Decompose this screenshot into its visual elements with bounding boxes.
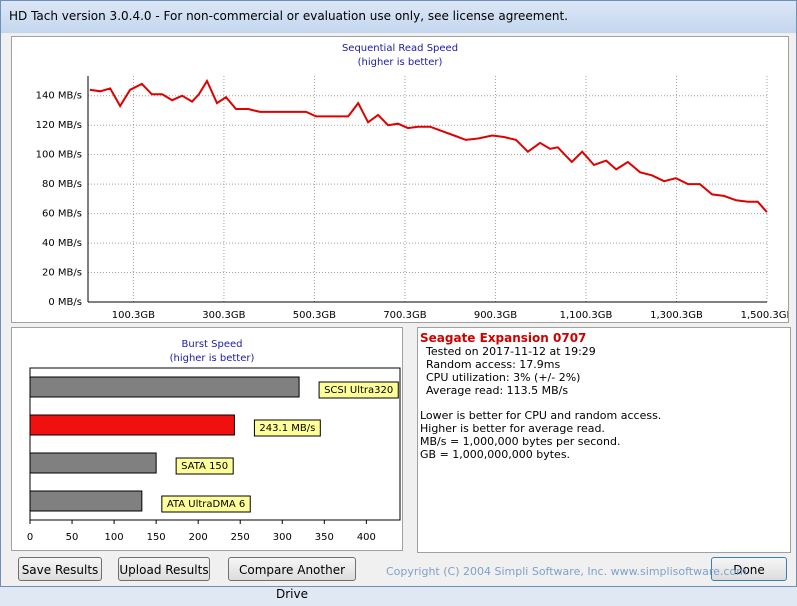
x-tick-label: 100 xyxy=(105,532,124,543)
bar-label-box xyxy=(161,495,251,513)
note: Higher is better for average read. xyxy=(420,422,605,435)
x-tick-label: 0 xyxy=(27,532,33,543)
note: GB = 1,000,000,000 bytes. xyxy=(420,448,571,461)
burst-chart: Burst Speed (higher is better) 0 50 100 150 20… xyxy=(27,339,401,543)
bar xyxy=(29,376,300,398)
y-tick-label: 0 MB/s xyxy=(48,297,82,308)
bar-label-box xyxy=(175,457,234,475)
x-tick-label: 1,500.3GB xyxy=(741,310,788,321)
x-tick-label: 1,300.3GB xyxy=(650,310,703,321)
x-tick-label: 150 xyxy=(147,532,166,543)
title-bar: HD Tach version 3.0.4.0 - For non-commer… xyxy=(1,1,796,33)
x-tick-label: 200 xyxy=(189,532,208,543)
detail: Random access: 17.9ms xyxy=(426,358,561,371)
done-button[interactable]: Done xyxy=(711,557,787,581)
plot-area xyxy=(88,76,767,302)
note: Lower is better for CPU and random acces… xyxy=(420,409,662,422)
read-speed-line xyxy=(89,78,768,213)
drive-name: Seagate Expansion 0707 xyxy=(420,331,587,345)
bar xyxy=(29,414,235,436)
y-tick-label: 80 MB/s xyxy=(42,179,82,190)
y-tick-label: 60 MB/s xyxy=(42,209,82,220)
x-tick-label: 50 xyxy=(66,532,79,543)
y-tick-label: 20 MB/s xyxy=(42,268,82,279)
x-tick-label: 300.3GB xyxy=(202,310,245,321)
save-button[interactable]: Save Results xyxy=(18,557,102,581)
burst-panel: Burst Speed (higher is better) 0 50 100 150 20… xyxy=(11,327,403,551)
bar-label-box xyxy=(253,419,321,437)
copyright: Copyright (C) 2004 Simpli Software, Inc.… xyxy=(386,565,747,578)
info-panel: Seagate Expansion 0707 Tested on 2017-11… xyxy=(417,327,791,553)
x-tick-label: 100.3GB xyxy=(112,310,155,321)
x-tick-label: 400 xyxy=(357,532,376,543)
x-tick-label: 1,100.3GB xyxy=(560,310,613,321)
bar xyxy=(29,452,157,474)
chart-subtitle: (higher is better) xyxy=(358,57,443,68)
compare-button[interactable]: Compare Another Drive xyxy=(228,557,356,601)
detail: CPU utilization: 3% (+/- 2%) xyxy=(426,371,581,384)
bar xyxy=(29,490,143,512)
y-tick-label: 120 MB/s xyxy=(36,120,82,131)
bar-label-box xyxy=(318,381,399,399)
detail: Tested on 2017-11-12 at 19:29 xyxy=(426,345,596,358)
seq-panel: Sequential Read Speed (higher is better) 0… xyxy=(11,36,794,323)
bar-label: ATA UltraDMA 6 xyxy=(167,499,245,510)
x-tick-label: 350 xyxy=(315,532,334,543)
x-tick-label: 900.3GB xyxy=(474,310,517,321)
window-title: HD Tach version 3.0.4.0 - For non-commer… xyxy=(9,9,568,23)
x-tick-label: 250 xyxy=(231,532,250,543)
y-tick-label: 140 MB/s xyxy=(36,91,82,102)
y-tick-label: 100 MB/s xyxy=(36,150,82,161)
x-tick-label: 700.3GB xyxy=(383,310,426,321)
bar-label: SATA 150 xyxy=(181,461,228,472)
seq-chart: Sequential Read Speed (higher is better) 0… xyxy=(36,43,794,321)
note: MB/s = 1,000,000 bytes per second. xyxy=(420,435,621,448)
upload-button[interactable]: Upload Results xyxy=(118,557,210,581)
chart-title: Burst Speed xyxy=(182,339,243,350)
y-tick-label: 40 MB/s xyxy=(42,238,82,249)
chart-subtitle: (higher is better) xyxy=(170,353,255,364)
x-tick-label: 500.3GB xyxy=(293,310,336,321)
x-tick-label: 300 xyxy=(273,532,292,543)
bar-label: SCSI Ultra320 xyxy=(324,385,393,396)
chart-title: Sequential Read Speed xyxy=(342,43,458,54)
detail: Average read: 113.5 MB/s xyxy=(426,384,569,397)
bar-label: 243.1 MB/s xyxy=(259,423,315,434)
